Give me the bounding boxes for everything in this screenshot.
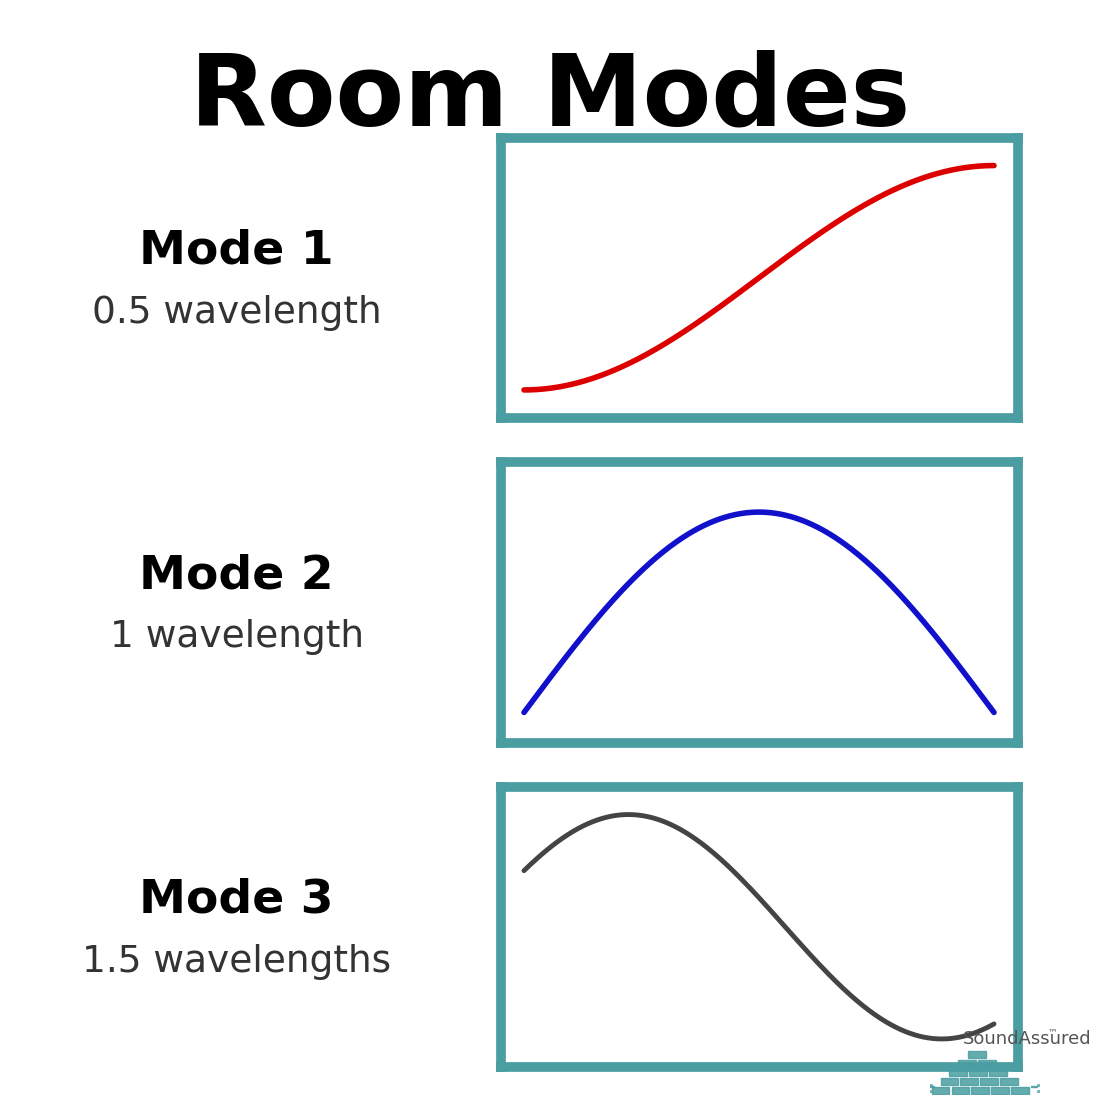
Text: 1.5 wavelengths: 1.5 wavelengths — [81, 944, 392, 980]
Bar — [991, 1087, 1009, 1094]
Bar — [1011, 1087, 1028, 1094]
Bar — [971, 1087, 989, 1094]
Text: 0.5 wavelength: 0.5 wavelength — [91, 295, 382, 331]
Bar — [1032, 1086, 1036, 1087]
Text: 1 wavelength: 1 wavelength — [110, 619, 363, 656]
Bar — [958, 1060, 976, 1067]
Bar — [932, 1087, 949, 1094]
Bar — [969, 1069, 987, 1076]
Text: ™: ™ — [1047, 1026, 1057, 1037]
Bar — [952, 1087, 969, 1094]
Text: SoundAssured: SoundAssured — [962, 1031, 1091, 1048]
Bar — [989, 1069, 1006, 1076]
Text: Mode 2: Mode 2 — [140, 553, 333, 598]
Bar — [1000, 1078, 1018, 1085]
Bar — [960, 1078, 978, 1085]
Bar — [978, 1060, 996, 1067]
Text: Room Modes: Room Modes — [190, 50, 910, 146]
Bar — [968, 1050, 986, 1058]
Text: Mode 3: Mode 3 — [140, 878, 333, 923]
Bar — [949, 1069, 967, 1076]
Text: Mode 1: Mode 1 — [140, 229, 333, 274]
Bar — [940, 1078, 958, 1085]
Bar — [928, 1086, 935, 1087]
Bar — [980, 1078, 998, 1085]
